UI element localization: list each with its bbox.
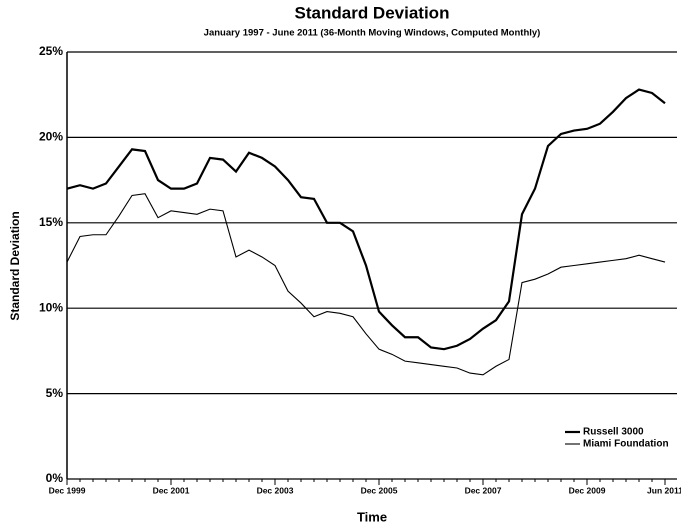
x-tick-label: Dec 1999 bbox=[49, 485, 86, 495]
series-line bbox=[66, 88, 666, 351]
x-tick-label: Dec 2007 bbox=[465, 485, 502, 495]
y-tick-label: 10% bbox=[39, 300, 63, 314]
x-tick-label: Dec 2001 bbox=[153, 485, 190, 495]
y-tick-label: 25% bbox=[39, 44, 63, 58]
y-tick-label: 0% bbox=[46, 471, 64, 485]
y-tick-label: 15% bbox=[39, 215, 63, 229]
x-tick-label: Jun 2011 bbox=[647, 485, 681, 495]
chart-subtitle: January 1997 - June 2011 (36-Month Movin… bbox=[204, 28, 541, 39]
legend-label: Russell 3000 bbox=[583, 427, 644, 438]
x-tick-label: Dec 2005 bbox=[361, 485, 398, 495]
x-tick-label: Dec 2003 bbox=[257, 485, 294, 495]
chart-title: Standard Deviation bbox=[295, 3, 450, 22]
x-axis-label: Time bbox=[357, 509, 387, 524]
y-tick-label: 20% bbox=[39, 130, 63, 144]
series-line bbox=[66, 193, 666, 376]
y-axis-label: Standard Deviation bbox=[8, 211, 22, 320]
x-tick-label: Dec 2009 bbox=[569, 485, 606, 495]
y-tick-label: 5% bbox=[46, 386, 64, 400]
legend-label: Miami Foundation bbox=[583, 439, 669, 450]
